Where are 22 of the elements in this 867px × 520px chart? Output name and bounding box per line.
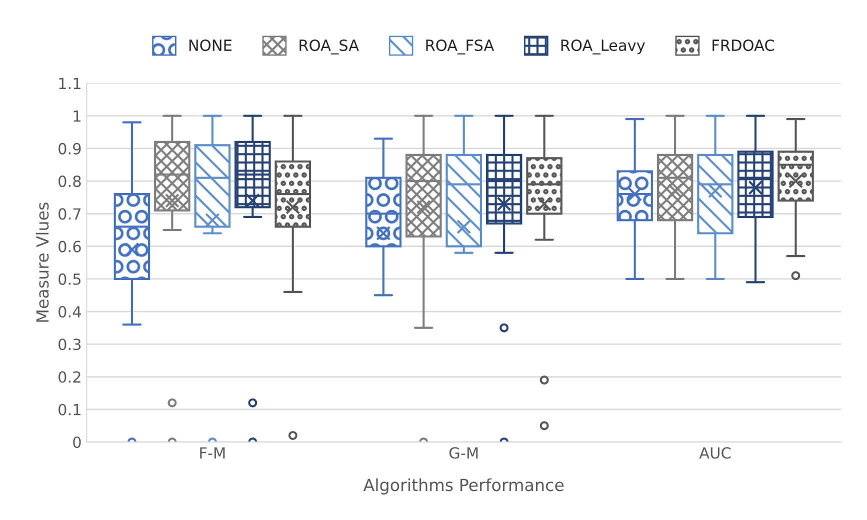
y-tick-label: 0.2	[58, 371, 80, 383]
legend-label: NONE	[189, 39, 232, 52]
x-axis-title: Algorithms Performance	[363, 478, 564, 494]
y-tick-label: 1	[74, 110, 80, 122]
legend-label: FRDOAC	[712, 39, 774, 52]
y-tick-label: 0.3	[58, 338, 81, 350]
y-tick-label: 0.4	[58, 306, 81, 318]
y-tick-label: 0.1	[58, 404, 80, 416]
y-tick-label: 0.6	[58, 240, 81, 252]
x-tick-label: AUC	[699, 447, 731, 459]
y-tick-label: 0.5	[58, 273, 81, 285]
y-axis-title: Measure Vlues	[36, 202, 49, 322]
legend-label: ROA_Leavy	[561, 39, 645, 54]
x-tick-label: G-M	[449, 447, 478, 459]
legend-label: ROA_FSA	[426, 39, 494, 54]
y-tick-label: 0	[73, 436, 81, 448]
y-tick-label: 0.8	[58, 176, 81, 188]
x-tick-label: F-M	[200, 447, 225, 458]
y-tick-label: 0.7	[58, 208, 81, 220]
y-tick-label: 0.9	[58, 142, 81, 154]
y-tick-label: 1.1	[59, 78, 80, 90]
legend-label: ROA_SA	[300, 39, 359, 54]
